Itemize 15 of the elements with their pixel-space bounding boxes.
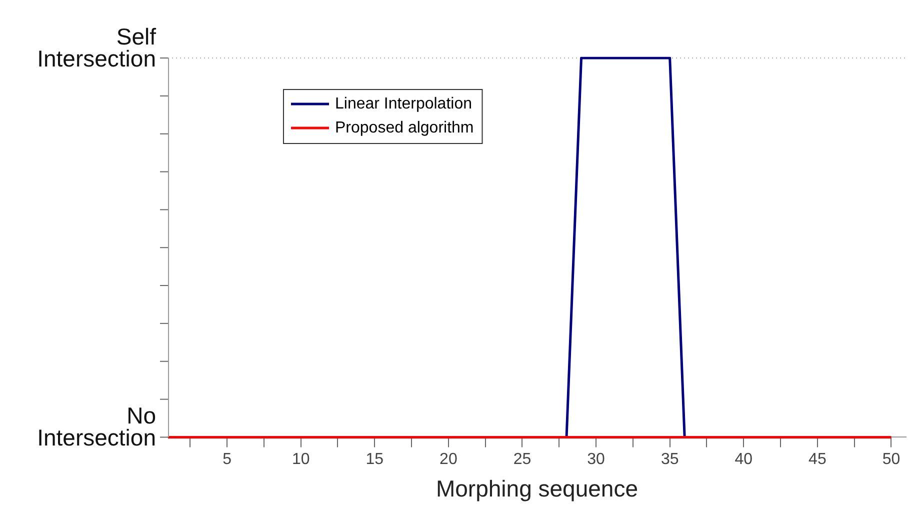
x-tick-label: 50: [882, 451, 900, 468]
x-tick-label: 40: [734, 451, 753, 468]
legend-label: Proposed algorithm: [335, 119, 474, 136]
x-tick-label: 30: [587, 451, 606, 468]
x-axis-title: Morphing sequence: [436, 476, 638, 502]
x-tick-label: 20: [440, 451, 458, 468]
legend-label: Linear Interpolation: [335, 95, 472, 112]
x-tick-label: 5: [222, 451, 232, 468]
x-tick-label: 45: [808, 451, 826, 468]
x-tick-label: 25: [513, 451, 532, 468]
x-tick-label: 35: [660, 451, 679, 468]
x-tick-label: 15: [366, 451, 384, 468]
x-tick-label: 10: [292, 451, 310, 468]
text: No Intersection: [37, 402, 156, 451]
text: Self Intersection: [37, 23, 157, 72]
